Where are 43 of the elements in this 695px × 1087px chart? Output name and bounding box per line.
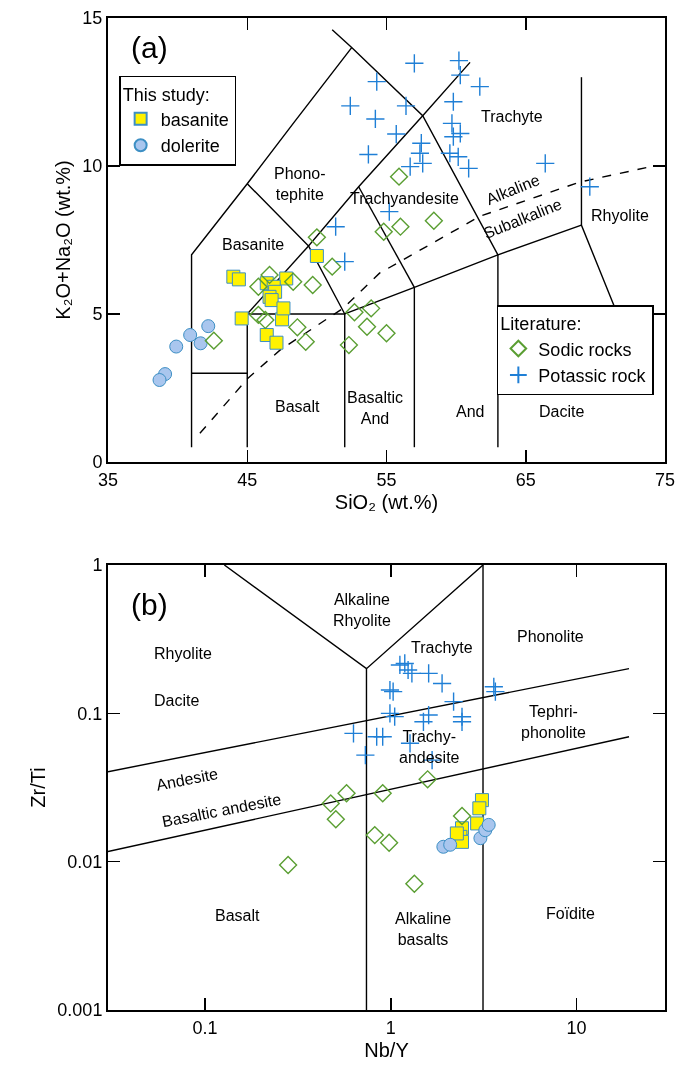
legend-label: Sodic rocks [538,339,632,360]
y-axis-title: K₂O+Na₂O (wt.%) [52,160,75,320]
y-tick-label: 1 [92,555,103,576]
annotation: Phono- tephite [274,165,326,203]
x-axis-title: SiO₂ (wt.%) [334,490,439,513]
legend-label: dolerite [160,136,220,157]
x-tick-label: 75 [654,469,676,490]
text: This study: [122,84,210,105]
annotation: Tephri- phonolite [521,703,587,741]
annotation: And [456,403,485,420]
annotation: Trachyte [481,108,543,125]
annotation: Dacite [154,692,200,709]
annotation: Trachyte [411,639,473,656]
annotation: Rhyolite [591,207,649,224]
annotation: (b) [131,588,168,621]
annotation: Basanite [222,236,285,253]
annotation: Basalt [215,907,261,924]
x-tick-label: 1 [385,1017,396,1038]
y-tick-label: 0.01 [67,851,103,872]
x-tick-label: 55 [376,469,397,490]
annotation: Rhyolite [154,645,212,662]
x-axis-title: Nb/Y [364,1038,409,1061]
annotation: Basaltic And [347,389,404,427]
y-tick-label: 5 [92,304,103,325]
legend-label: Potassic rock [538,365,647,386]
annotation: (a) [131,31,168,64]
annotation: Alkaline basalts [395,910,452,948]
text: Literature: [500,314,582,335]
annotation: Alkaline Rhyolite [333,591,391,629]
y-axis-title: Zr/Ti [27,767,50,808]
annotation: Foïdite [546,905,596,922]
y-tick-label: 0.1 [77,703,103,724]
x-tick-label: 45 [237,469,258,490]
x-tick-label: 0.1 [192,1017,218,1038]
annotation: Phonolite [517,628,584,645]
x-tick-label: 10 [566,1017,587,1038]
y-tick-label: 10 [82,156,103,177]
legend-label: basanite [160,109,229,130]
y-tick-label: 15 [82,8,103,29]
x-tick-label: 65 [515,469,536,490]
annotation: Basalt [275,398,321,415]
y-tick-label: 0.001 [57,1000,103,1021]
annotation: Dacite [539,403,585,420]
